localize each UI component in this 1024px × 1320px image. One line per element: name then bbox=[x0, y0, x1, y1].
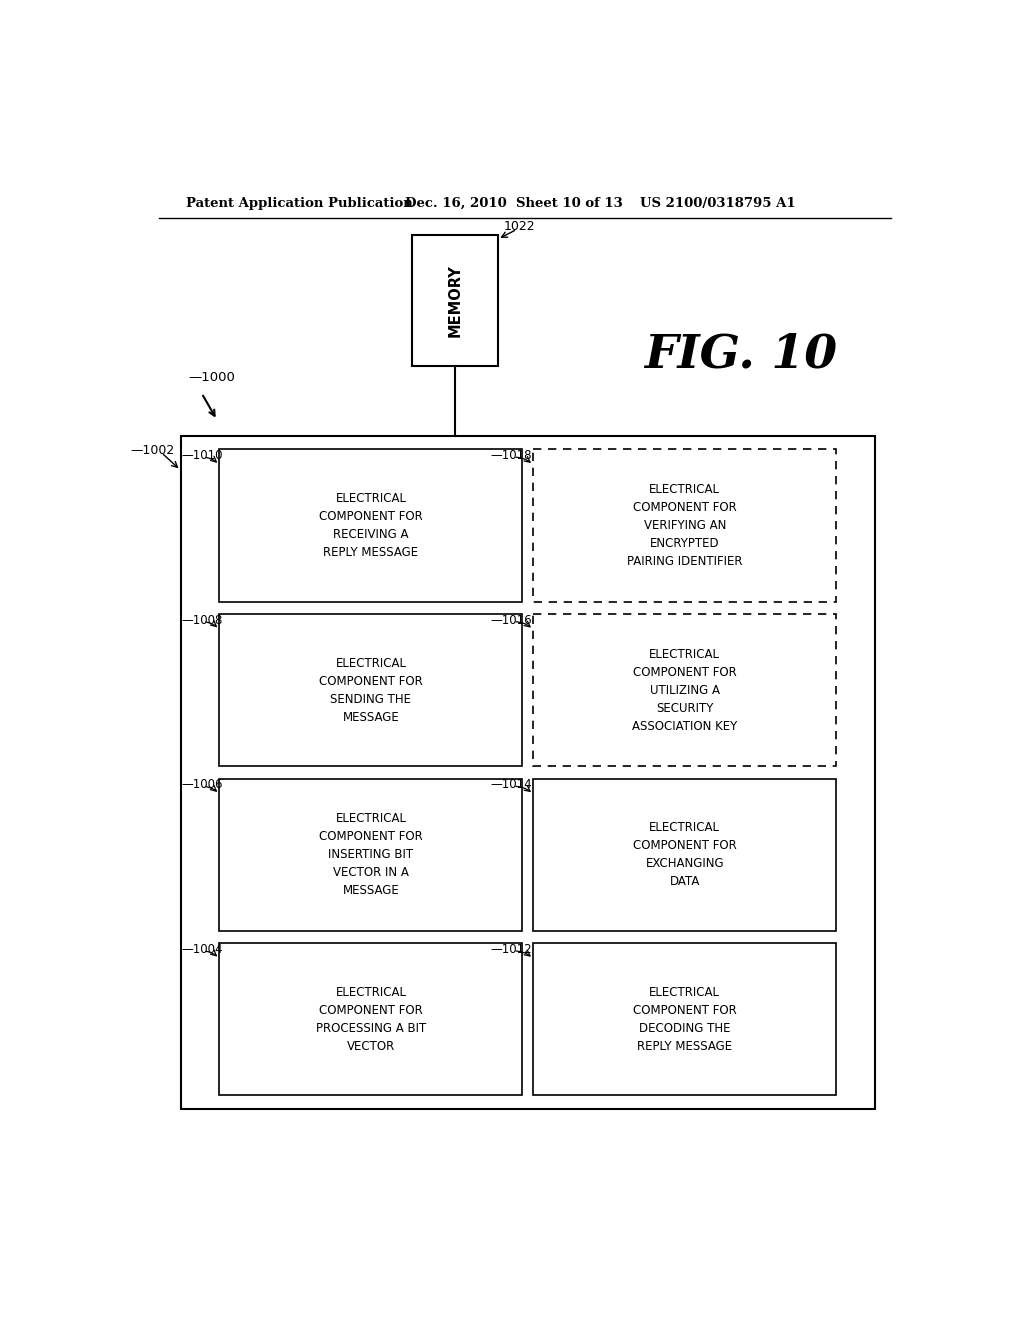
Text: ELECTRICAL
COMPONENT FOR
DECODING THE
REPLY MESSAGE: ELECTRICAL COMPONENT FOR DECODING THE RE… bbox=[633, 986, 736, 1053]
Text: US 2100/0318795 A1: US 2100/0318795 A1 bbox=[640, 197, 795, 210]
Text: ELECTRICAL
COMPONENT FOR
UTILIZING A
SECURITY
ASSOCIATION KEY: ELECTRICAL COMPONENT FOR UTILIZING A SEC… bbox=[632, 648, 737, 733]
Bar bbox=[219, 779, 522, 931]
Text: Patent Application Publication: Patent Application Publication bbox=[186, 197, 413, 210]
Text: ELECTRICAL
COMPONENT FOR
EXCHANGING
DATA: ELECTRICAL COMPONENT FOR EXCHANGING DATA bbox=[633, 821, 736, 888]
Text: 1022: 1022 bbox=[504, 219, 536, 232]
Text: —1000: —1000 bbox=[188, 371, 236, 384]
Text: ELECTRICAL
COMPONENT FOR
INSERTING BIT
VECTOR IN A
MESSAGE: ELECTRICAL COMPONENT FOR INSERTING BIT V… bbox=[319, 812, 423, 898]
Bar bbox=[534, 944, 837, 1096]
Bar bbox=[534, 779, 837, 931]
Text: —1006: —1006 bbox=[181, 779, 223, 791]
Bar bbox=[534, 614, 837, 767]
Text: ELECTRICAL
COMPONENT FOR
VERIFYING AN
ENCRYPTED
PAIRING IDENTIFIER: ELECTRICAL COMPONENT FOR VERIFYING AN EN… bbox=[627, 483, 742, 568]
Text: —1018: —1018 bbox=[490, 449, 532, 462]
Text: —1004: —1004 bbox=[181, 942, 223, 956]
Bar bbox=[534, 449, 837, 602]
Text: Dec. 16, 2010  Sheet 10 of 13: Dec. 16, 2010 Sheet 10 of 13 bbox=[406, 197, 624, 210]
Bar bbox=[413, 235, 498, 367]
Bar bbox=[180, 436, 876, 1109]
Text: —1012: —1012 bbox=[490, 942, 532, 956]
Text: —1014: —1014 bbox=[490, 779, 532, 791]
Text: ELECTRICAL
COMPONENT FOR
PROCESSING A BIT
VECTOR: ELECTRICAL COMPONENT FOR PROCESSING A BI… bbox=[315, 986, 426, 1053]
Text: ELECTRICAL
COMPONENT FOR
RECEIVING A
REPLY MESSAGE: ELECTRICAL COMPONENT FOR RECEIVING A REP… bbox=[319, 492, 423, 560]
Text: —1016: —1016 bbox=[490, 614, 532, 627]
Text: ELECTRICAL
COMPONENT FOR
SENDING THE
MESSAGE: ELECTRICAL COMPONENT FOR SENDING THE MES… bbox=[319, 656, 423, 723]
Text: —1008: —1008 bbox=[181, 614, 223, 627]
Text: —1002: —1002 bbox=[130, 445, 174, 458]
Bar bbox=[219, 614, 522, 767]
Bar bbox=[219, 449, 522, 602]
Text: FIG. 10: FIG. 10 bbox=[644, 331, 837, 378]
Text: MEMORY: MEMORY bbox=[447, 264, 463, 337]
Bar bbox=[219, 944, 522, 1096]
Text: —1010: —1010 bbox=[181, 449, 223, 462]
